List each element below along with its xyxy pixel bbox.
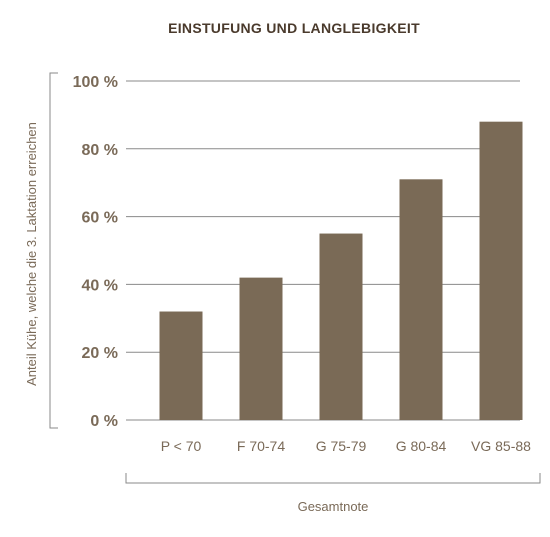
x-tick-label: VG 85-88 — [471, 438, 531, 454]
x-axis-label: Gesamtnote — [298, 499, 369, 514]
y-axis-bracket — [49, 72, 58, 429]
bar — [239, 277, 283, 420]
y-tick-label: 60 % — [82, 210, 118, 227]
bars — [159, 121, 523, 421]
y-axis-ticks: 0 % 20 % 40 % 60 % 80 % 100 % — [73, 74, 118, 430]
bar — [479, 121, 523, 421]
bar — [319, 233, 363, 420]
x-axis-ticks: P < 70 F 70-74 G 75-79 G 80-84 VG 85-88 — [161, 438, 531, 454]
y-tick-label: 80 % — [82, 142, 118, 159]
x-axis-bracket — [125, 473, 541, 484]
x-tick-label: G 80-84 — [396, 438, 447, 454]
y-tick-label: 40 % — [82, 277, 118, 294]
y-tick-label: 100 % — [73, 74, 118, 91]
chart-title: EINSTUFUNG UND LANGLEBIGKEIT — [168, 20, 420, 36]
y-axis-label: Anteil Kühe, welche die 3. Laktation err… — [24, 122, 39, 386]
x-tick-label: P < 70 — [161, 438, 202, 454]
bar — [399, 179, 443, 420]
x-tick-label: F 70-74 — [237, 438, 285, 454]
bar — [159, 311, 203, 420]
y-tick-label: 0 % — [90, 413, 118, 430]
y-tick-label: 20 % — [82, 345, 118, 362]
x-tick-label: G 75-79 — [316, 438, 367, 454]
